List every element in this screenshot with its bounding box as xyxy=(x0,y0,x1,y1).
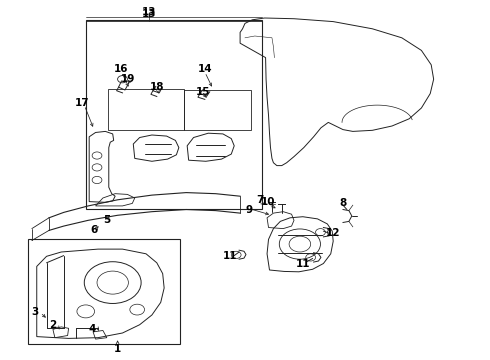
Text: 3: 3 xyxy=(32,307,39,318)
Text: 6: 6 xyxy=(91,225,98,235)
Text: 17: 17 xyxy=(75,98,90,108)
Text: 15: 15 xyxy=(196,87,211,97)
Text: 10: 10 xyxy=(261,197,276,207)
Text: 16: 16 xyxy=(114,64,129,74)
Bar xyxy=(184,90,251,130)
Text: 11: 11 xyxy=(223,251,238,261)
Text: 11: 11 xyxy=(295,258,310,269)
Bar xyxy=(86,20,262,209)
Text: 4: 4 xyxy=(88,324,96,334)
Text: 9: 9 xyxy=(245,204,252,215)
Text: 2: 2 xyxy=(49,320,56,330)
Text: 1: 1 xyxy=(114,344,121,354)
Text: 7: 7 xyxy=(256,195,264,205)
Text: 5: 5 xyxy=(103,215,110,225)
Text: 13: 13 xyxy=(142,9,157,19)
Text: 14: 14 xyxy=(197,64,212,74)
Text: 8: 8 xyxy=(340,198,346,208)
Text: 19: 19 xyxy=(121,74,136,84)
Text: 18: 18 xyxy=(149,82,164,92)
Text: 13: 13 xyxy=(142,6,157,17)
Bar xyxy=(28,239,180,344)
Bar xyxy=(108,89,184,130)
Text: 12: 12 xyxy=(326,228,341,238)
